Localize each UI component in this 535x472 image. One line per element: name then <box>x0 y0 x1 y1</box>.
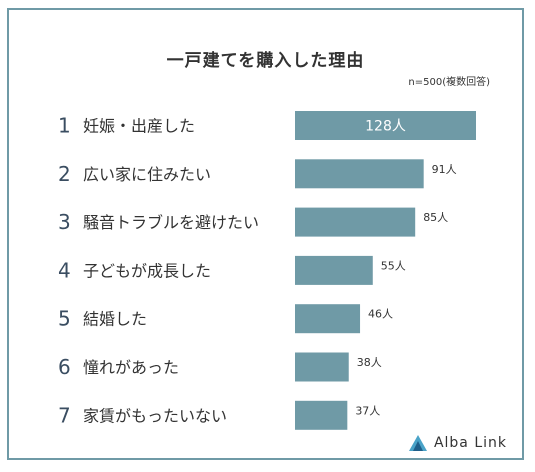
value-label: 46人 <box>368 308 393 321</box>
category-label: 妊娠・出産した <box>83 117 195 136</box>
bar <box>295 207 416 237</box>
sample-note: n=500(複数回答) <box>408 77 490 88</box>
bar <box>295 400 348 430</box>
rank-number: 4 <box>58 258 71 282</box>
value-label: 38人 <box>357 356 382 369</box>
value-label: 91人 <box>432 163 457 176</box>
rank-number: 6 <box>58 355 71 379</box>
bar <box>295 304 361 334</box>
category-label: 憧れがあった <box>83 358 179 377</box>
rank-number: 2 <box>58 162 71 186</box>
rank-number: 3 <box>58 210 71 234</box>
category-label: 広い家に住みたい <box>83 165 211 184</box>
alba-link-logo-icon <box>408 435 427 451</box>
value-label: 55人 <box>381 259 406 272</box>
rank-number: 1 <box>58 114 71 138</box>
bar <box>295 352 349 382</box>
category-label: 騒音トラブルを避けたい <box>83 213 259 232</box>
rank-number: 5 <box>58 307 71 331</box>
chart-frame: 一戸建てを購入した理由 n=500(複数回答) <box>7 8 524 460</box>
chart-title: 一戸建てを購入した理由 <box>166 51 365 71</box>
brand-name: Alba Link <box>433 435 507 451</box>
rank-number: 7 <box>58 403 71 427</box>
brand-logo: Alba Link <box>408 434 507 452</box>
category-label: 子どもが成長した <box>83 261 211 280</box>
value-label: 37人 <box>355 404 380 417</box>
category-label: 家賃がもったいない <box>83 406 227 425</box>
value-label: 85人 <box>423 211 448 224</box>
bar <box>295 111 476 140</box>
category-label: 結婚した <box>83 310 147 329</box>
value-label: 128人 <box>365 119 406 135</box>
bar <box>295 159 424 189</box>
bar <box>295 255 373 285</box>
